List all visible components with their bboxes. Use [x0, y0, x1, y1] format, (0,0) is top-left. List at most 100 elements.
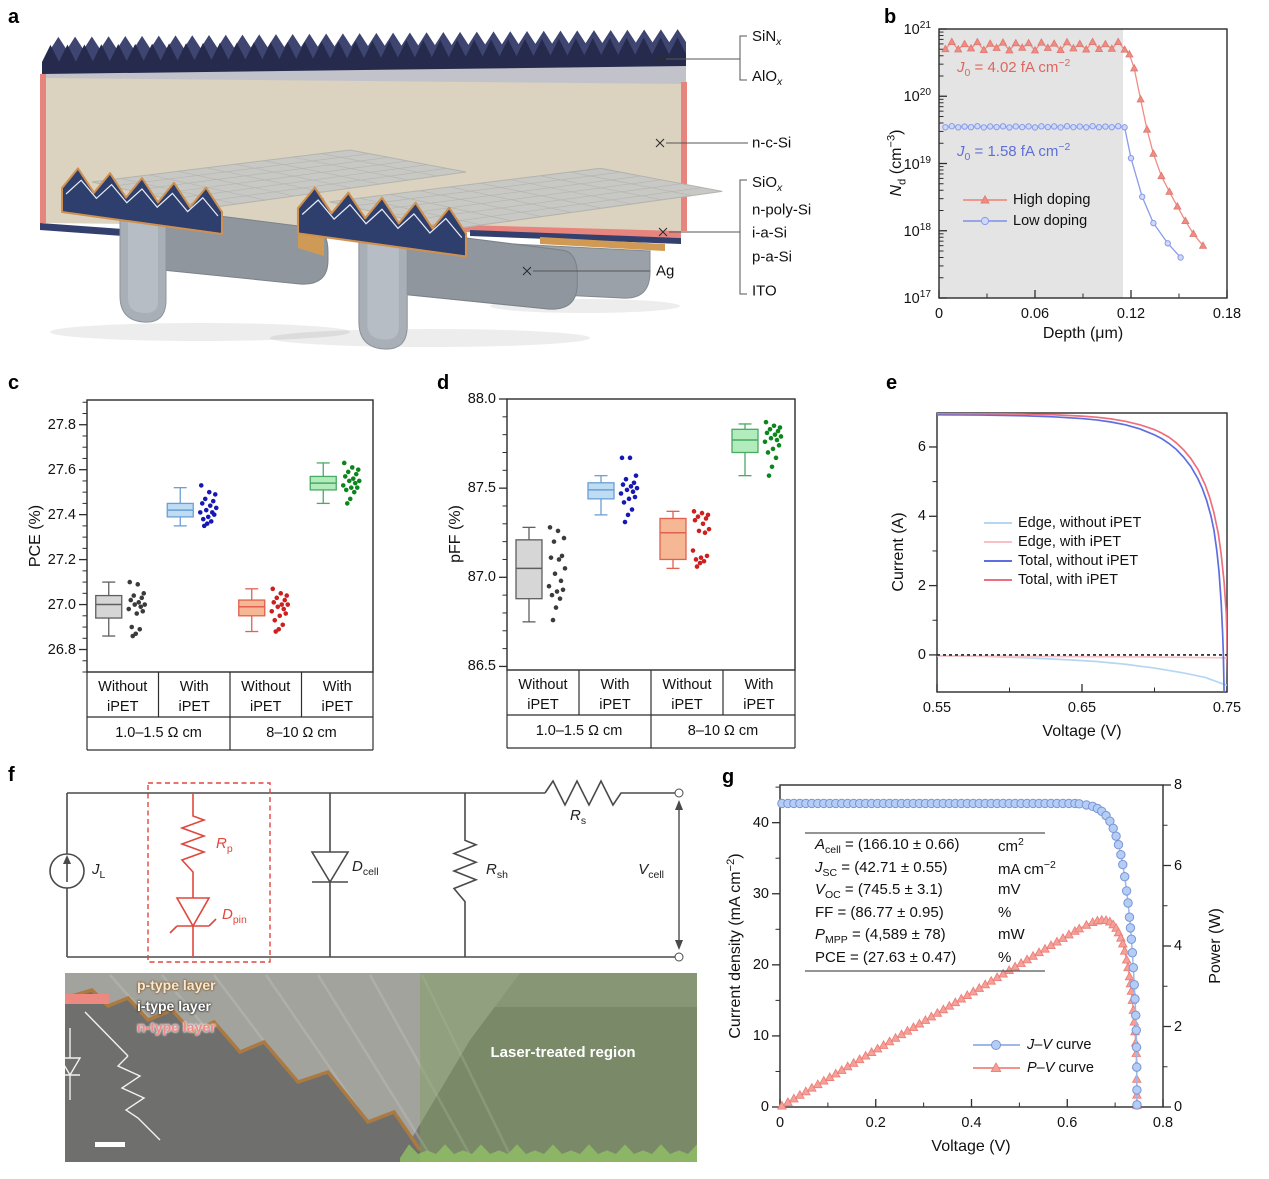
- panel-g-letter: g: [722, 766, 735, 788]
- g-stats-value: PMPP = (4,589 ± 78): [815, 926, 946, 946]
- sem-label-i-type: i-type layer: [137, 998, 211, 1014]
- b-x-tick: 0.12: [1116, 306, 1146, 322]
- b-xlabel: Depth (μm): [1042, 325, 1124, 342]
- box-group-label: With iPET: [321, 679, 353, 716]
- circuit-label-dcell: Dcell: [352, 858, 379, 878]
- circuit-label-dpin: Dpin: [222, 906, 247, 926]
- panel-b-letter: b: [884, 6, 897, 28]
- box-y-tick: 27.4: [47, 506, 76, 523]
- box-y-tick: 27.0: [47, 596, 76, 613]
- box-group-label: With iPET: [743, 677, 775, 714]
- g-y-left-tick: 0: [760, 1099, 769, 1115]
- e-legend-entry: Total, without iPET: [1018, 553, 1139, 569]
- g-x-tick: 0.4: [961, 1115, 982, 1131]
- b-y-tick: 1018: [903, 221, 931, 240]
- box-y-tick: 26.8: [47, 641, 76, 658]
- g-y-right-tick: 6: [1174, 857, 1183, 874]
- g-y-right-tick: 4: [1174, 938, 1183, 954]
- b-y-tick: 1017: [903, 289, 931, 307]
- g-ylabel-left: Current density (mA cm−2): [724, 853, 745, 1039]
- g-x-tick: 0.8: [1152, 1115, 1174, 1131]
- e-legend-entry: Total, with iPET: [1018, 572, 1118, 588]
- panel-e-letter: e: [886, 372, 898, 394]
- g-stats-unit: %: [998, 948, 1012, 966]
- box-group-label: Without iPET: [662, 677, 712, 714]
- g-y-right-tick: 8: [1174, 777, 1183, 793]
- circuit-label-jl: JL: [92, 861, 106, 881]
- panel-a-letter: a: [8, 6, 20, 28]
- box-y-tick: 87.0: [467, 569, 496, 586]
- panel-b-chart: [938, 28, 1228, 299]
- e-y-tick: 6: [917, 438, 926, 455]
- layer-label-npoly: n-poly-Si: [752, 201, 812, 219]
- box-y-tick: 27.2: [47, 551, 76, 568]
- g-y-left-tick: 30: [752, 885, 769, 902]
- g-ylabel-right: Power (W): [1207, 908, 1224, 984]
- e-xlabel: Voltage (V): [1042, 723, 1122, 740]
- box-y-tick: 88.0: [467, 391, 496, 407]
- box-y-tick: 86.5: [467, 658, 496, 675]
- g-x-tick: 0: [775, 1115, 785, 1131]
- e-x-tick: 0.55: [922, 700, 952, 716]
- b-x-tick: 0.18: [1212, 306, 1242, 322]
- circuit-label-rp: Rp: [216, 835, 233, 855]
- g-stats-unit: mW: [998, 926, 1025, 943]
- layer-label-iasi: i-a-Si: [752, 224, 788, 242]
- b-annotation-j0-high: J0 = 4.02 fA cm−2: [957, 57, 1071, 79]
- panel-c-letter: c: [8, 372, 20, 394]
- panel-f-letter: f: [8, 764, 15, 786]
- panel-d-letter: d: [437, 372, 450, 394]
- b-x-tick: 0.06: [1020, 306, 1050, 322]
- g-y-left-tick: 40: [752, 814, 769, 831]
- box-category-label: 1.0–1.5 Ω cm: [535, 723, 623, 739]
- g-stats-value: Acell = (166.10 ± 0.66): [815, 836, 960, 856]
- b-x-tick: 0: [934, 306, 944, 322]
- layer-label-alox: AlOx: [752, 68, 783, 88]
- box-y-tick: 27.8: [47, 416, 76, 433]
- layer-label-siox: SiOx: [752, 174, 783, 194]
- circuit-label-vcell: Vcell: [638, 861, 664, 881]
- boxplot-panel: [79, 399, 374, 751]
- boxplot-panel: [499, 398, 796, 749]
- panel-f-sem: [65, 973, 697, 1162]
- box-y-tick: 27.6: [47, 461, 76, 478]
- box-group-label: Without iPET: [241, 679, 291, 716]
- c-ylabel: PCE (%): [27, 504, 44, 568]
- sem-label-p-type: p-type layer: [137, 977, 216, 993]
- box-y-tick: 87.5: [467, 480, 496, 497]
- panel-g-chart: [772, 784, 1171, 1110]
- g-stats-value: VOC = (745.5 ± 3.1): [815, 881, 943, 901]
- sem-label-n-type: n-type layer: [137, 1019, 216, 1035]
- e-legend-entry: Edge, without iPET: [1018, 515, 1142, 531]
- layer-label-pasi: p-a-Si: [752, 248, 793, 266]
- g-stats-unit: mV: [998, 881, 1021, 898]
- e-x-tick: 0.65: [1067, 700, 1097, 716]
- box-category-label: 8–10 Ω cm: [687, 723, 759, 739]
- g-legend-pv: P–V curve: [1027, 1060, 1094, 1076]
- box-group-label: With iPET: [178, 679, 210, 716]
- g-y-left-tick: 20: [752, 956, 769, 973]
- b-legend-low-doping: Low doping: [1013, 213, 1088, 229]
- panel-e-chart: [929, 412, 1228, 693]
- b-y-tick: 1019: [903, 154, 931, 173]
- e-y-tick: 0: [917, 646, 926, 663]
- b-y-tick: 1020: [903, 87, 931, 106]
- g-stats-value: JSC = (42.71 ± 0.55): [815, 858, 948, 879]
- g-x-tick: 0.6: [1057, 1115, 1078, 1131]
- g-stats-unit: cm2: [998, 836, 1024, 855]
- panel-a-schematic: [40, 29, 748, 350]
- e-ylabel: Current (A): [890, 512, 907, 592]
- g-y-left-tick: 10: [752, 1027, 769, 1044]
- layer-label-ncsi: n-c-Si: [752, 134, 792, 152]
- g-x-tick: 0.2: [865, 1115, 886, 1131]
- e-legend-entry: Edge, with iPET: [1018, 534, 1122, 550]
- e-x-tick: 0.75: [1212, 700, 1242, 716]
- g-stats-unit: %: [998, 903, 1012, 921]
- b-y-tick: 1021: [903, 20, 931, 38]
- g-y-right-tick: 0: [1174, 1099, 1183, 1115]
- e-y-tick: 4: [917, 508, 926, 525]
- box-group-label: Without iPET: [98, 679, 148, 716]
- e-y-tick: 2: [917, 577, 926, 594]
